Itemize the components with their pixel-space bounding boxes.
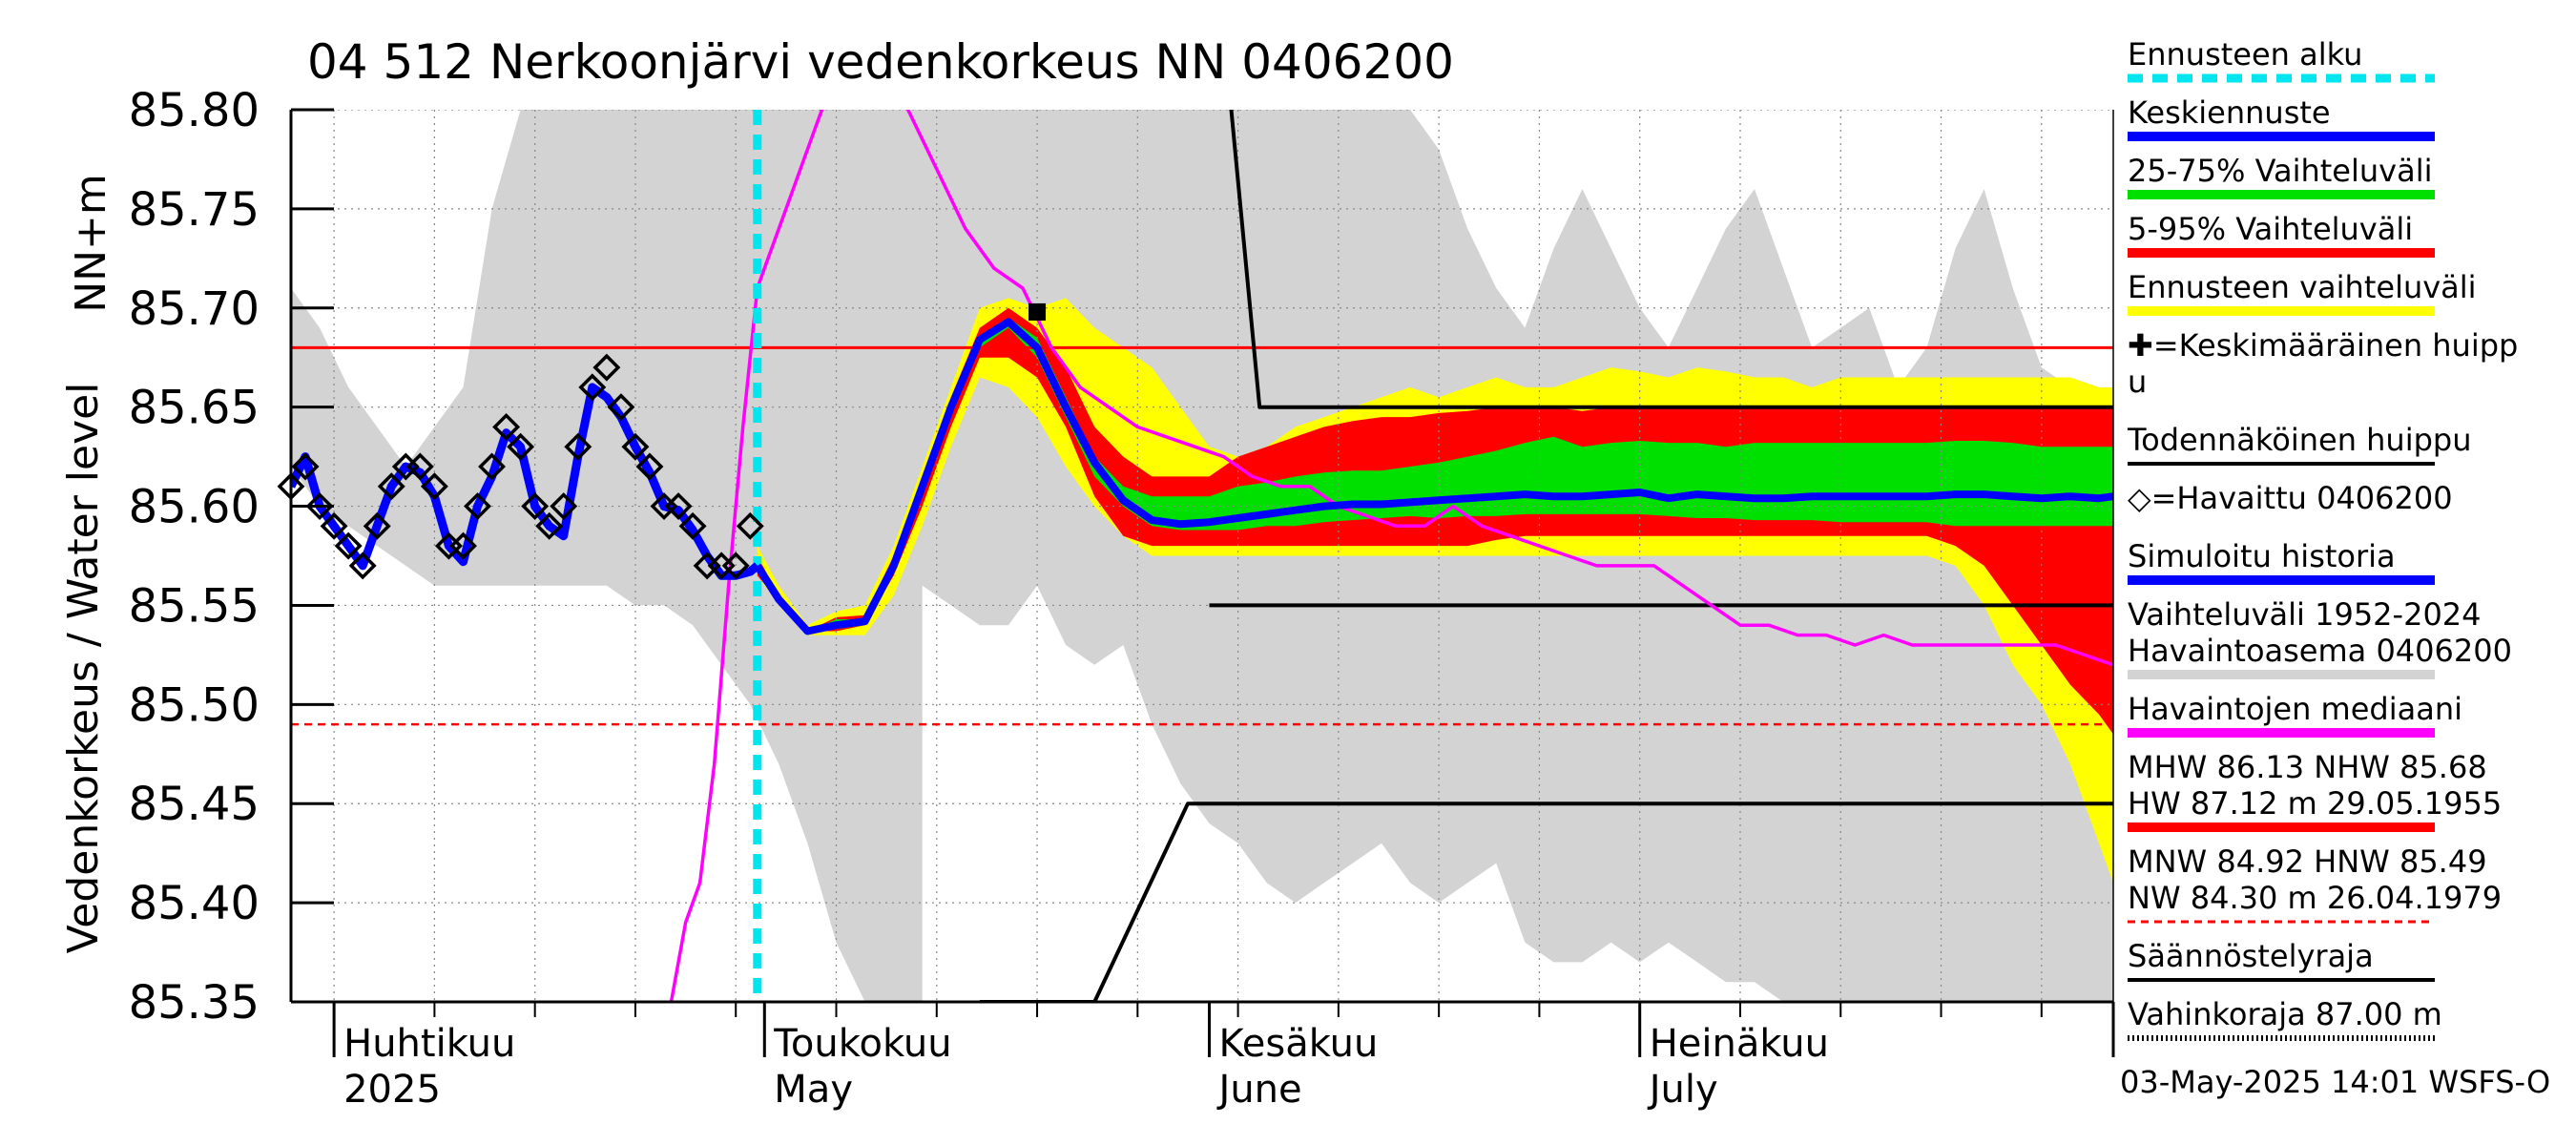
observed-point bbox=[678, 511, 707, 540]
y-tick-label: 85.55 bbox=[129, 579, 260, 633]
regulation-upper-line bbox=[1229, 110, 2113, 409]
legend-label: Säännöstelyraja bbox=[2128, 938, 2374, 974]
legend: Ennusteen alku Keskiennuste 25-75% Vaihtel… bbox=[2127, 36, 2518, 1041]
observed-point bbox=[492, 412, 521, 441]
y-tick-label: 85.40 bbox=[129, 877, 260, 930]
y-tick-label: 85.65 bbox=[129, 382, 260, 435]
month-sublabel: June bbox=[1216, 1068, 1302, 1112]
legend-label: Vaihteluväli 1952-2024 bbox=[2128, 596, 2482, 633]
observed-point bbox=[377, 472, 405, 501]
y-tick-label: 85.35 bbox=[129, 976, 260, 1030]
observed-point bbox=[448, 531, 477, 560]
observed-point bbox=[736, 511, 764, 540]
observed-point bbox=[478, 452, 507, 481]
grid-lines bbox=[291, 110, 2113, 1002]
observed-point bbox=[363, 511, 391, 540]
month-sublabel: May bbox=[774, 1068, 853, 1112]
observed-point bbox=[621, 432, 650, 461]
mean-peak-marker bbox=[1028, 302, 1047, 321]
plot-area bbox=[291, 110, 2113, 1002]
observed-point bbox=[578, 373, 607, 402]
observed-point bbox=[305, 492, 334, 521]
y-tick-label: 85.70 bbox=[129, 282, 260, 336]
y-tick-label: 85.50 bbox=[129, 678, 260, 732]
observed-markers bbox=[277, 353, 764, 580]
legend-label: NW 84.30 m 26.04.1979 bbox=[2128, 880, 2502, 916]
month-sublabel: 2025 bbox=[343, 1068, 441, 1112]
observed-median-line bbox=[669, 110, 2113, 1002]
month-label: Toukokuu bbox=[773, 1022, 951, 1066]
mean-forecast-line bbox=[754, 318, 2113, 635]
observed-point bbox=[464, 492, 491, 521]
y-tick-label: 85.60 bbox=[129, 481, 260, 534]
legend-label: u bbox=[2128, 364, 2147, 400]
observed-point bbox=[592, 353, 621, 382]
observed-point bbox=[291, 452, 320, 481]
legend-label: Todennäköinen huippu bbox=[2127, 422, 2472, 458]
observed-point bbox=[320, 511, 348, 540]
legend-label: ✚=Keskimääräinen huipp bbox=[2128, 327, 2518, 364]
observed-point bbox=[664, 492, 693, 521]
observed-point bbox=[635, 452, 664, 481]
observed-point bbox=[564, 432, 592, 461]
chart-title: 04 512 Nerkoonjärvi vedenkorkeus NN 0406… bbox=[307, 34, 1454, 90]
range-25-75-band bbox=[757, 318, 2113, 632]
y-axis-label: Vedenkorkeus / Water level bbox=[59, 383, 108, 954]
y-axis-unit-label: NN+m bbox=[67, 174, 115, 313]
observed-point bbox=[334, 531, 363, 560]
legend-label: 5-95% Vaihteluväli bbox=[2128, 211, 2413, 247]
observed-point bbox=[405, 452, 434, 481]
regulation-lower-line bbox=[979, 802, 2113, 1002]
historic-range-gap bbox=[922, 585, 1784, 1002]
y-tick-label: 85.45 bbox=[129, 778, 260, 831]
observed-point bbox=[521, 492, 550, 521]
legend-label: MNW 84.92 HNW 85.49 bbox=[2128, 843, 2487, 880]
series-lines bbox=[291, 110, 2113, 1002]
legend-label: 25-75% Vaihteluväli bbox=[2128, 153, 2432, 189]
month-label: Kesäkuu bbox=[1219, 1022, 1379, 1066]
y-tick-label: 85.80 bbox=[129, 84, 260, 137]
observed-point bbox=[721, 552, 750, 580]
observed-point bbox=[348, 552, 377, 580]
legend-label: Havaintojen mediaani bbox=[2128, 691, 2462, 727]
legend-label: Havaintoasema 0406200 bbox=[2128, 633, 2512, 669]
y-tick-label: 85.75 bbox=[129, 183, 260, 237]
legend-label: Vahinkoraja 87.00 m bbox=[2128, 996, 2442, 1032]
legend-label: Simuloitu historia bbox=[2128, 538, 2396, 574]
month-sublabel: July bbox=[1647, 1068, 1718, 1112]
legend-label: Ennusteen vaihteluväli bbox=[2128, 269, 2477, 305]
footer-timestamp: 03-May-2025 14:01 WSFS-O bbox=[2120, 1064, 2550, 1100]
observed-point bbox=[507, 432, 535, 461]
observed-point bbox=[550, 492, 578, 521]
observed-point bbox=[420, 472, 448, 501]
legend-label: Keskiennuste bbox=[2128, 94, 2331, 131]
month-label: Huhtikuu bbox=[343, 1022, 515, 1066]
legend-label: HW 87.12 m 29.05.1955 bbox=[2128, 785, 2502, 822]
legend-label: ◇=Havaittu 0406200 bbox=[2128, 480, 2453, 516]
legend-label: MHW 86.13 NHW 85.68 bbox=[2128, 749, 2487, 785]
month-label: Heinäkuu bbox=[1650, 1022, 1829, 1066]
observed-point bbox=[535, 511, 564, 540]
observed-point bbox=[607, 393, 635, 422]
axes: 85.80 85.75 85.70 85.65 85.60 85.55 85.50 85.45… bbox=[129, 84, 2115, 1112]
legend-label: Ennusteen alku bbox=[2128, 36, 2362, 73]
range-bands bbox=[291, 110, 2113, 1002]
range-5-95-band bbox=[757, 307, 2113, 735]
